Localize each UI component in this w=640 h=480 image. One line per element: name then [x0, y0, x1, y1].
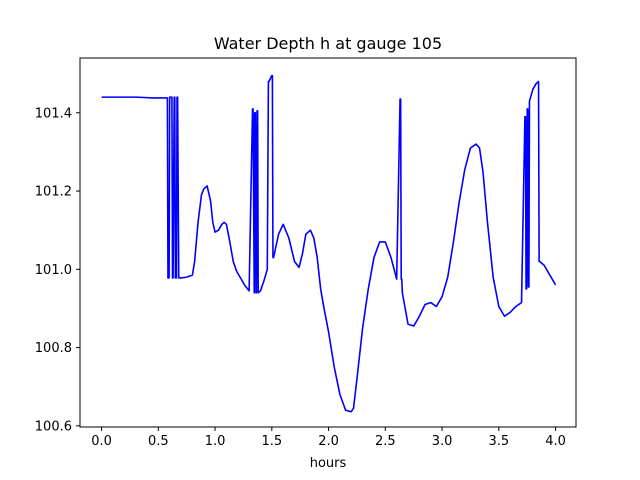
x-tick-label: 0.5 — [148, 434, 169, 449]
y-tick-label: 100.8 — [35, 341, 72, 356]
x-tick-label: 4.0 — [545, 434, 566, 449]
chart-title: Water Depth h at gauge 105 — [214, 34, 442, 53]
y-axis: 100.6 100.8 101.0 101.2 101.4 — [35, 106, 80, 434]
x-tick-label: 0.0 — [91, 434, 112, 449]
x-tick-label: 3.5 — [488, 434, 509, 449]
plot-area — [79, 57, 577, 428]
x-tick-label: 2.0 — [318, 434, 339, 449]
y-tick-label: 101.4 — [35, 106, 72, 121]
y-tick-label: 101.2 — [35, 185, 72, 200]
x-axis-label: hours — [310, 456, 347, 471]
y-tick-label: 101.0 — [35, 263, 72, 278]
x-tick-label: 1.0 — [205, 434, 226, 449]
x-tick-label: 3.0 — [432, 434, 453, 449]
series-line-0 — [101, 74, 557, 413]
x-axis: 0.0 0.5 1.0 1.5 2.0 2.5 3.0 3.5 4.0 — [91, 427, 566, 449]
y-tick-label: 100.6 — [35, 419, 72, 434]
plot-frame — [79, 57, 577, 428]
x-tick-label: 2.5 — [375, 434, 396, 449]
x-tick-label: 1.5 — [261, 434, 282, 449]
